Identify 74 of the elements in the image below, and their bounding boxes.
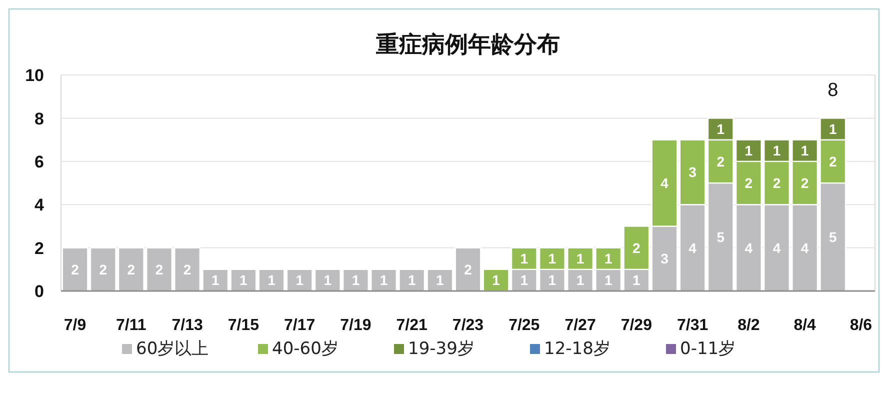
y-tick-label: 6 [34, 152, 44, 172]
total-label: 8 [828, 80, 838, 102]
x-tick-label: 7/19 [340, 317, 372, 334]
data-label: 1 [240, 272, 248, 288]
data-label: 4 [772, 240, 781, 256]
x-tick-label: 7/11 [116, 317, 146, 334]
bar [454, 247, 482, 292]
data-label: 1 [268, 272, 276, 288]
data-label: 2 [155, 261, 164, 278]
chart-title: 重症病例年龄分布 [375, 32, 560, 58]
data-label: 2 [716, 153, 725, 170]
data-label: 2 [127, 261, 136, 278]
y-tick-label: 4 [34, 196, 45, 215]
data-label: 4 [744, 240, 753, 256]
x-tick-label: 7/21 [396, 317, 428, 334]
x-tick-label: 7/23 [452, 317, 484, 334]
legend-label: 12-18岁 [544, 339, 610, 359]
data-label: 1 [576, 272, 584, 288]
data-label: 3 [660, 250, 669, 267]
data-label: 1 [829, 121, 837, 138]
x-tick-label: 7/9 [64, 317, 86, 334]
legend-label: 0-11岁 [680, 339, 736, 359]
data-label: 1 [296, 272, 304, 288]
data-label: 5 [829, 229, 837, 246]
data-label: 1 [436, 272, 444, 288]
data-label: 2 [464, 261, 472, 278]
legend-label: 60岁以上 [136, 339, 209, 359]
y-tick-label: 10 [25, 66, 44, 86]
data-label: 4 [800, 240, 809, 256]
data-label: 1 [520, 250, 528, 267]
data-label: 4 [660, 175, 669, 192]
data-label: 1 [520, 272, 528, 288]
data-label: 1 [632, 272, 641, 288]
data-label: 2 [829, 153, 837, 170]
data-label: 1 [492, 272, 500, 288]
y-tick-label: 0 [34, 282, 44, 302]
data-label: 1 [576, 250, 584, 267]
x-tick-label: 7/31 [676, 317, 708, 334]
data-label: 2 [632, 240, 641, 256]
x-tick-label: 8/6 [850, 317, 872, 334]
x-tick-label: 8/4 [794, 317, 816, 334]
data-label: 1 [548, 250, 556, 267]
data-label: 3 [688, 164, 697, 180]
x-tick-label: 7/27 [564, 317, 596, 334]
data-label: 2 [744, 175, 753, 192]
x-tick-label: 7/17 [284, 317, 316, 334]
legend-label: 40-60岁 [272, 339, 338, 359]
data-label: 1 [548, 272, 556, 288]
data-label: 1 [744, 142, 753, 159]
y-tick-label: 2 [34, 238, 44, 258]
data-label: 1 [604, 250, 612, 267]
x-tick-label: 7/15 [228, 317, 260, 334]
x-tick-label: 8/2 [738, 317, 760, 334]
data-label: 2 [800, 175, 809, 192]
data-label: 1 [211, 272, 220, 288]
data-label: 1 [604, 272, 612, 288]
data-label: 1 [380, 272, 388, 288]
data-label: 1 [772, 142, 781, 159]
data-label: 2 [99, 261, 108, 278]
x-tick-label: 7/13 [172, 317, 203, 334]
x-tick-label: 7/25 [508, 317, 540, 334]
data-label: 1 [408, 272, 416, 288]
data-label: 2 [772, 175, 781, 192]
legend-label: 19-39岁 [408, 339, 474, 359]
data-label: 1 [716, 121, 725, 138]
data-label: 1 [352, 272, 360, 288]
data-label: 2 [183, 261, 192, 278]
y-tick-label: 8 [34, 109, 44, 128]
data-label: 1 [324, 272, 332, 288]
data-label: 5 [716, 229, 725, 246]
x-tick-label: 7/29 [620, 317, 652, 334]
data-label: 1 [800, 142, 809, 159]
data-label: 2 [71, 261, 80, 278]
data-label: 4 [688, 240, 697, 256]
